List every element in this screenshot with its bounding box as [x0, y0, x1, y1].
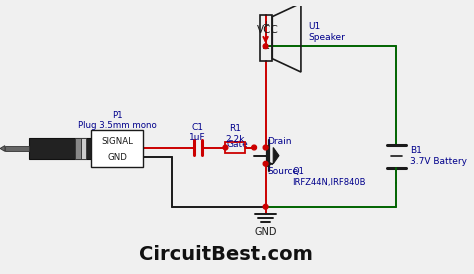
Text: GND: GND [107, 153, 127, 162]
Bar [226, 142, 245, 153]
Text: VCC: VCC [256, 25, 278, 35]
Circle shape [223, 145, 228, 150]
Bar [75, 138, 81, 159]
Text: C1
1uF: C1 1uF [190, 122, 206, 142]
Text: CircuitBest.com: CircuitBest.com [139, 245, 313, 264]
Text: GND: GND [255, 227, 277, 236]
Circle shape [263, 204, 268, 209]
Bar [28, 138, 91, 159]
Circle shape [263, 145, 268, 150]
Circle shape [263, 161, 268, 166]
Text: +: + [262, 20, 269, 29]
Bar [81, 138, 86, 159]
Text: P1
Plug 3.5mm mono: P1 Plug 3.5mm mono [78, 111, 156, 130]
Circle shape [252, 145, 256, 150]
Text: Q1
IRFZ44N,IRF840B: Q1 IRFZ44N,IRF840B [292, 167, 366, 187]
Bar [5, 145, 28, 151]
Polygon shape [0, 145, 5, 151]
Text: Gate: Gate [227, 140, 248, 149]
Bar [91, 130, 143, 167]
Polygon shape [273, 147, 279, 164]
Text: Source: Source [267, 167, 299, 176]
Text: R1
2.2k: R1 2.2k [225, 124, 245, 144]
Text: SIGNAL: SIGNAL [101, 137, 133, 146]
Text: Drain: Drain [267, 137, 292, 146]
Text: −: − [262, 44, 270, 54]
Circle shape [263, 44, 268, 48]
Bar [260, 15, 272, 61]
Text: U1
Speaker: U1 Speaker [309, 22, 346, 42]
Text: B1
3.7V Battery: B1 3.7V Battery [410, 146, 467, 166]
